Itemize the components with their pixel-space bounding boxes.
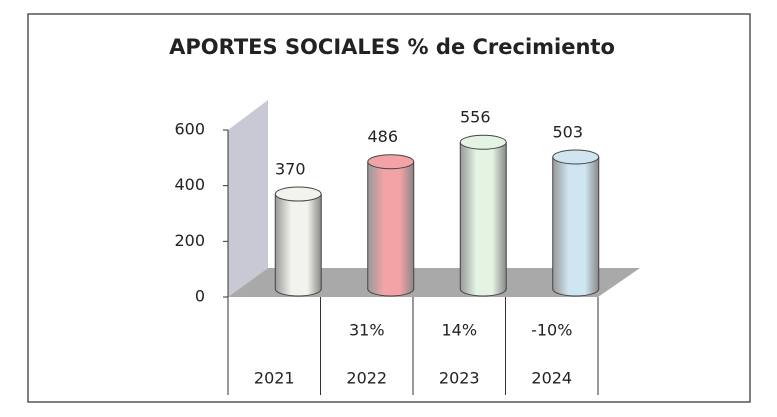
x-tick-label: 2024 xyxy=(531,369,572,388)
back-wall xyxy=(228,100,268,297)
floor xyxy=(228,268,640,297)
bar xyxy=(460,142,507,289)
x-tick-label: 2023 xyxy=(439,369,480,388)
bar-cap xyxy=(274,186,322,202)
data-label: 486 xyxy=(367,127,398,146)
x-tick-label: 2022 xyxy=(346,369,387,388)
growth-label: -10% xyxy=(531,321,572,340)
x-tick-label: 2021 xyxy=(254,369,295,388)
data-label: 370 xyxy=(275,160,306,179)
bar-cap xyxy=(552,149,600,165)
data-label: 556 xyxy=(460,108,491,127)
bar-cap xyxy=(367,154,415,170)
y-tick-label: 0 xyxy=(195,287,205,306)
growth-label: 14% xyxy=(441,321,477,340)
data-label: 503 xyxy=(552,122,583,141)
bar-cap xyxy=(459,134,507,150)
bar xyxy=(275,194,322,289)
bar xyxy=(552,156,599,289)
chart-title: APORTES SOCIALES % de Crecimiento xyxy=(169,35,615,59)
y-tick-label: 400 xyxy=(174,175,205,194)
growth-label: 31% xyxy=(349,321,385,340)
bar xyxy=(367,161,414,289)
y-tick-label: 600 xyxy=(174,120,205,139)
y-tick-label: 200 xyxy=(174,231,205,250)
